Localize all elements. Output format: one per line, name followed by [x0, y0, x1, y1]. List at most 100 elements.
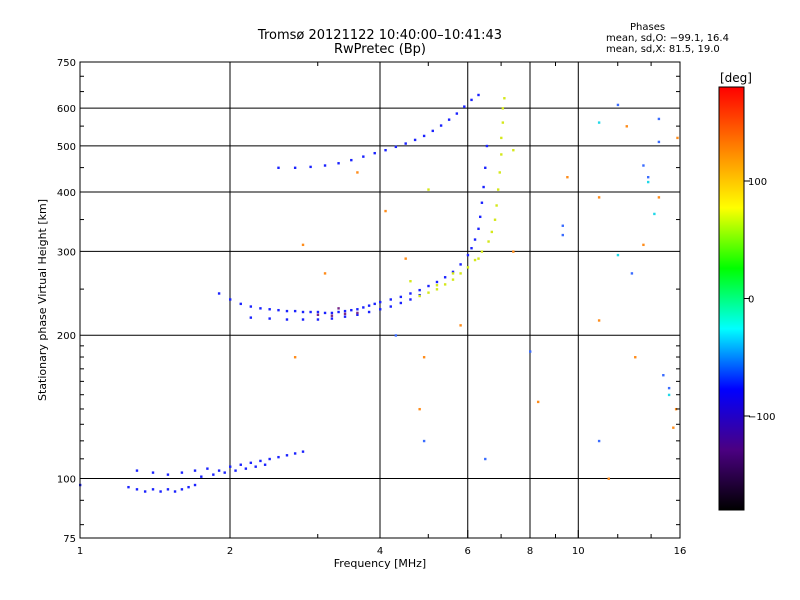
data-point: [418, 407, 421, 411]
chart-subtitle: RwPretec (Bp): [333, 42, 427, 57]
y-tick-label: 300: [57, 247, 76, 258]
data-point: [657, 196, 661, 199]
y-tick-label: 600: [57, 104, 76, 115]
y-tick-label: 100: [57, 475, 76, 486]
data-point: [431, 129, 434, 133]
data-point: [135, 469, 139, 472]
data-point: [404, 142, 407, 145]
data-point: [259, 459, 262, 463]
data-point: [337, 162, 340, 165]
data-point: [316, 318, 320, 321]
data-point: [480, 201, 484, 204]
data-point: [477, 257, 480, 260]
data-point: [234, 469, 237, 472]
y-tick-label: 75: [63, 534, 76, 545]
data-point: [249, 316, 253, 319]
data-point: [498, 171, 501, 174]
data-point: [484, 457, 487, 461]
data-point: [239, 463, 242, 466]
data-point: [493, 218, 497, 221]
data-point: [367, 304, 371, 307]
x-tick-label: 8: [527, 546, 533, 557]
data-point: [439, 124, 443, 127]
data-point: [249, 305, 253, 308]
data-point: [343, 315, 347, 318]
grid-lines: [80, 62, 680, 538]
data-point: [672, 426, 675, 429]
data-point: [561, 224, 564, 227]
data-point: [409, 280, 412, 283]
data-point: [501, 107, 505, 110]
axis-ticks: 1 2 4 6 8 10 16 75 100 200 300 400 500 600 750: [57, 58, 686, 557]
data-point: [512, 148, 515, 152]
data-point: [503, 97, 506, 100]
x-axis-label: Frequency [MHz]: [334, 557, 426, 570]
data-point: [180, 488, 184, 491]
data-point: [487, 240, 490, 243]
data-point: [657, 117, 661, 121]
data-point: [285, 318, 289, 321]
data-point: [466, 266, 470, 269]
phases-stats-header: Phases: [630, 22, 666, 33]
data-point: [277, 166, 280, 169]
data-point: [607, 477, 610, 480]
x-tick-label: 1: [77, 546, 83, 557]
data-point: [143, 490, 147, 493]
data-point: [479, 215, 482, 219]
data-point: [316, 310, 320, 314]
data-point: [337, 307, 340, 310]
data-point: [409, 292, 412, 295]
data-point: [566, 175, 569, 179]
data-point: [277, 455, 280, 459]
data-point: [229, 298, 232, 301]
data-point: [356, 311, 359, 315]
data-point: [301, 450, 305, 453]
data-point: [500, 153, 503, 156]
data-point: [343, 309, 347, 313]
data-point: [293, 452, 297, 455]
data-point: [367, 310, 371, 314]
data-point: [496, 188, 500, 191]
data-point: [466, 253, 470, 257]
data-point: [193, 469, 197, 472]
data-point: [187, 485, 190, 489]
data-point: [166, 488, 170, 491]
data-point: [427, 188, 430, 191]
colorbar-unit-label: [deg]: [720, 71, 752, 85]
data-point: [330, 314, 334, 317]
data-point: [451, 270, 455, 274]
data-point: [394, 334, 398, 337]
data-point: [477, 93, 480, 97]
data-point: [667, 386, 671, 390]
phases-stats-o-mode: mean, sd,O: −99.1, 16.4: [606, 33, 729, 44]
data-point: [173, 490, 177, 493]
data-point: [316, 313, 320, 316]
data-point: [362, 306, 365, 309]
data-point: [259, 307, 262, 310]
colorbar-tick-label: −100: [748, 412, 775, 423]
x-tick-label: 6: [465, 546, 471, 557]
data-point: [667, 393, 671, 397]
colorbar-tick-label: 100: [748, 177, 767, 188]
data-point: [597, 121, 601, 124]
phase-colorbar: [deg]: [718, 71, 752, 511]
data-point: [293, 166, 297, 169]
y-axis-label: Stationary phase Virtual Height [km]: [36, 199, 49, 401]
data-point: [443, 283, 447, 286]
data-point: [500, 136, 503, 140]
data-point: [206, 467, 209, 470]
data-point: [135, 488, 139, 491]
data-point: [159, 490, 162, 493]
data-point: [268, 457, 271, 461]
data-point: [337, 310, 340, 314]
data-point: [630, 272, 634, 275]
data-point: [330, 317, 334, 320]
data-point: [285, 309, 289, 313]
x-tick-label: 4: [377, 546, 383, 557]
data-point: [422, 439, 426, 443]
data-point: [330, 311, 334, 315]
data-point: [394, 145, 398, 149]
data-point: [597, 439, 601, 443]
data-point: [293, 309, 297, 313]
data-point: [435, 280, 439, 284]
